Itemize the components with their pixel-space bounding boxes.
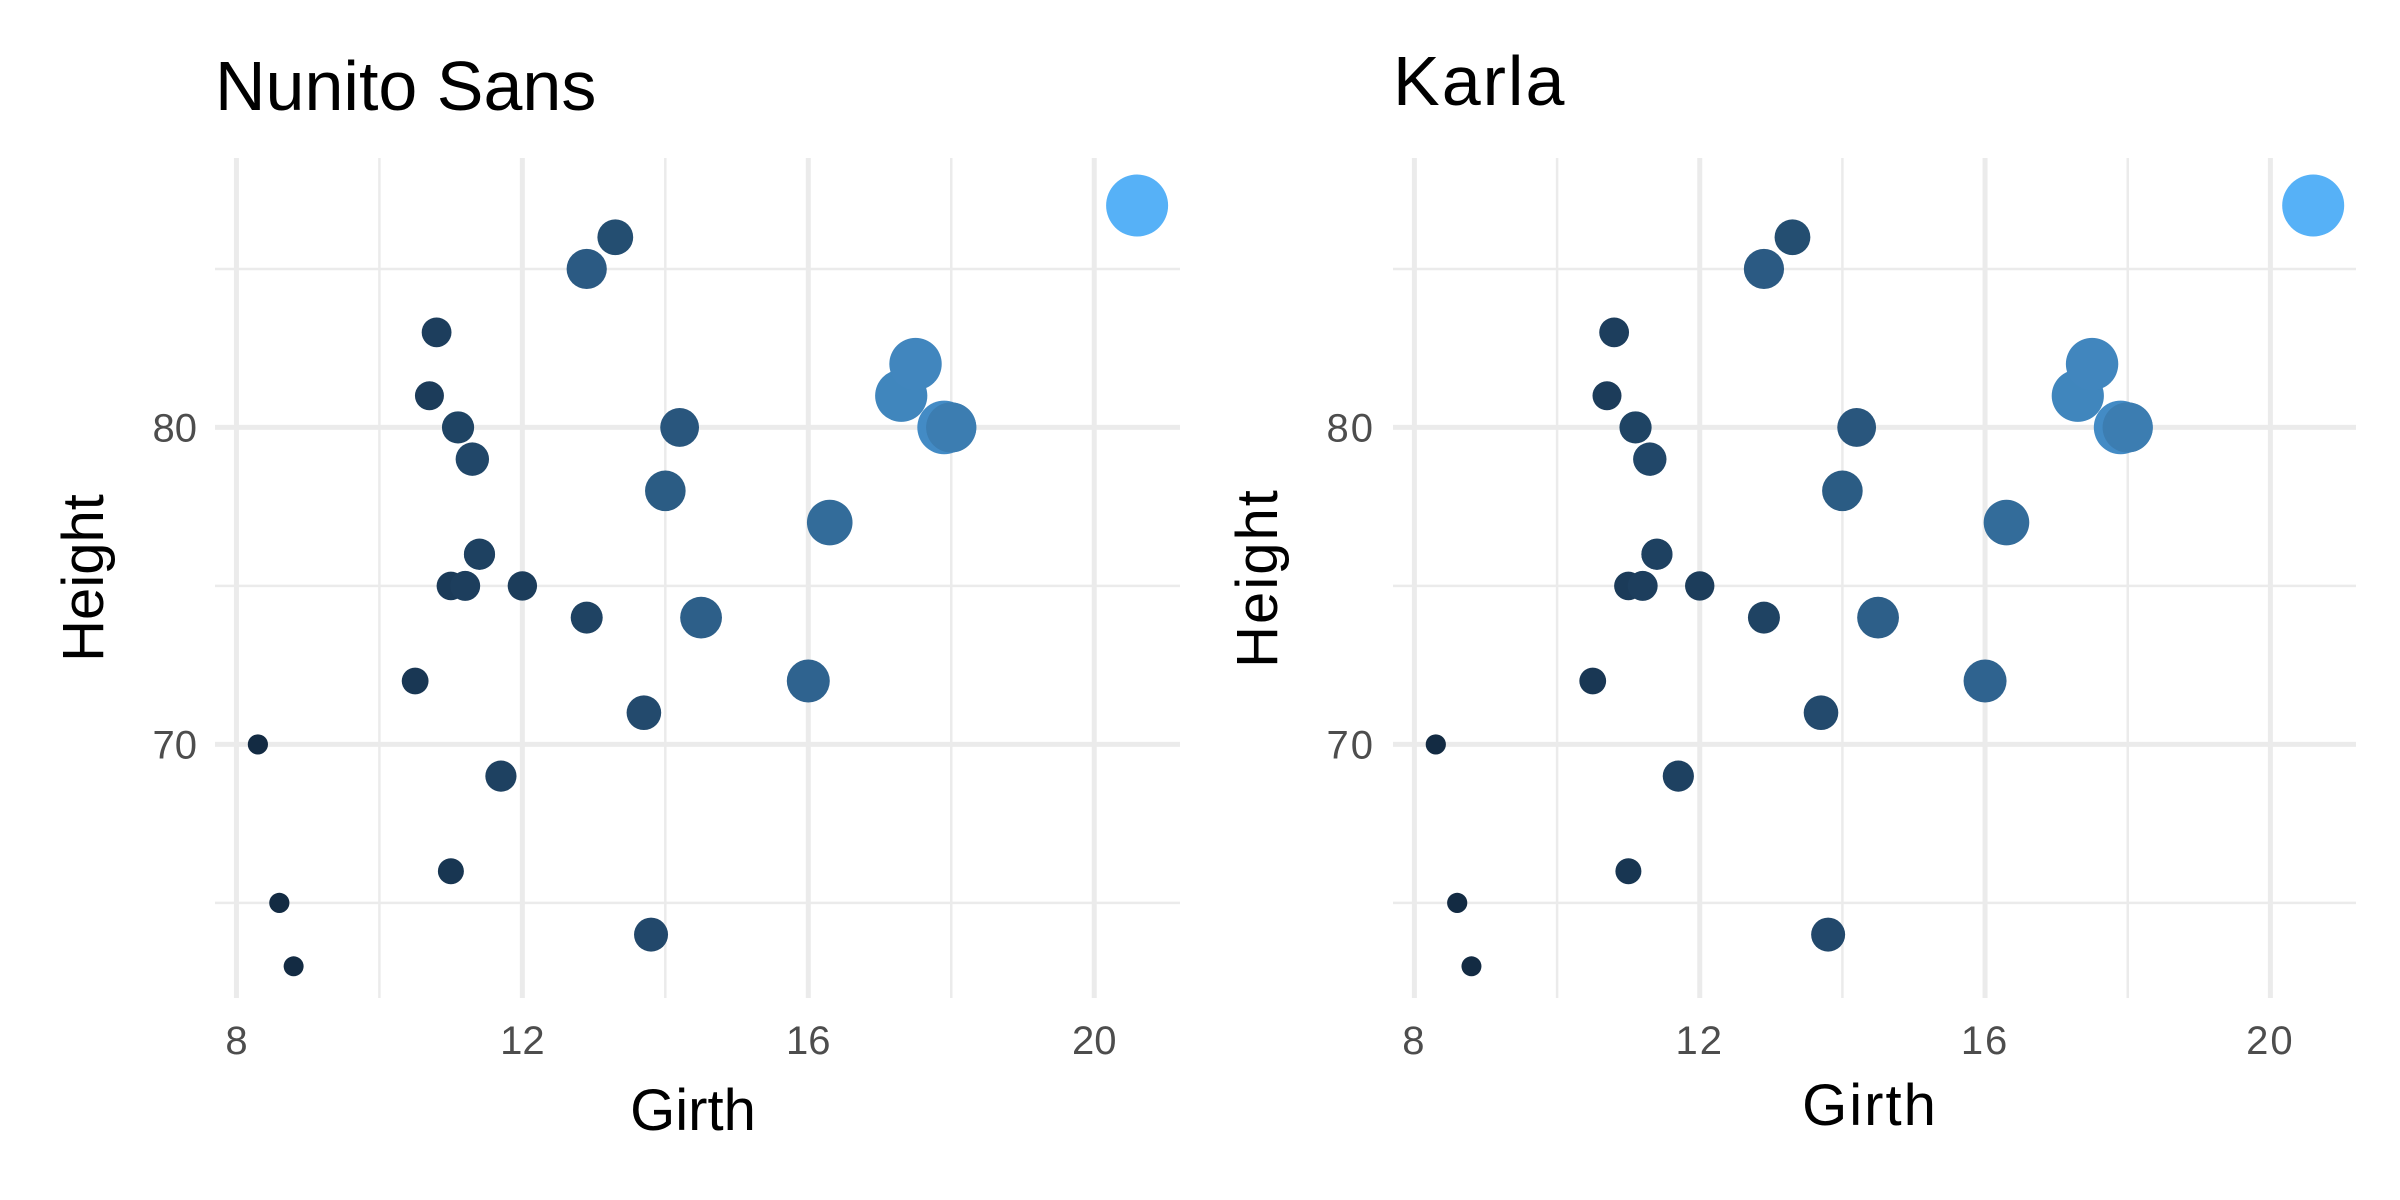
panel-title: Karla <box>1393 42 1566 120</box>
data-point <box>1579 667 1607 695</box>
tick-labels: 8 12 16 20 70 80 <box>153 406 1117 1063</box>
data-point <box>1685 571 1715 601</box>
data-point <box>507 571 538 601</box>
data-point <box>450 570 481 601</box>
data-point <box>806 499 853 546</box>
data-point <box>1447 892 1468 914</box>
data-point <box>437 858 464 885</box>
data-point <box>2065 337 2119 391</box>
panel-title: Nunito Sans <box>215 47 596 125</box>
y-tick-label: 80 <box>153 406 198 450</box>
data-point <box>485 760 517 792</box>
data-point <box>1811 917 1846 952</box>
data-point <box>1106 174 1169 237</box>
x-tick-label: 16 <box>1961 1019 2010 1063</box>
y-axis-title: Height <box>1225 488 1290 668</box>
data-point <box>1627 570 1658 601</box>
data-point <box>455 442 490 476</box>
data-point <box>680 596 722 639</box>
x-tick-label: 12 <box>1675 1019 1724 1063</box>
data-point <box>1857 596 1899 639</box>
data-point <box>634 917 669 952</box>
data-point <box>463 538 496 570</box>
data-point <box>626 695 662 731</box>
data-point <box>401 667 429 695</box>
x-tick-label: 8 <box>1402 1019 1426 1063</box>
data-point <box>1747 601 1780 634</box>
data-point <box>645 470 686 512</box>
y-tick-label: 70 <box>153 723 198 767</box>
x-tick-label: 20 <box>1072 1019 1117 1063</box>
data-point <box>283 956 304 977</box>
x-tick-label: 16 <box>786 1019 831 1063</box>
data-point <box>1803 695 1839 731</box>
data-point <box>247 734 268 755</box>
data-point <box>1983 499 2030 546</box>
data-point <box>441 411 475 444</box>
points-layer <box>1425 174 2345 977</box>
y-tick-label: 80 <box>1327 406 1376 450</box>
grid-layer <box>215 158 1180 998</box>
data-point <box>597 219 634 256</box>
data-point <box>414 381 444 411</box>
x-tick-label: 12 <box>500 1019 545 1063</box>
x-axis-title: Girth <box>1802 1073 1938 1138</box>
y-axis-title: Height <box>51 494 116 662</box>
x-tick-label: 8 <box>225 1019 247 1063</box>
data-point <box>786 659 830 703</box>
data-point <box>926 402 977 453</box>
data-point <box>1592 381 1622 411</box>
data-point <box>1461 956 1482 977</box>
data-point <box>1743 248 1785 290</box>
data-point <box>1619 411 1652 444</box>
y-tick-label: 70 <box>1327 723 1376 767</box>
panel-karla: Karla 8 12 16 20 70 80 Girth Height <box>1225 42 2356 1138</box>
panel-nunito-sans: Nunito Sans 8 12 16 20 70 80 Girth Height <box>51 47 1180 1143</box>
grid-layer <box>1393 158 2356 998</box>
data-point <box>1963 659 2007 703</box>
data-point <box>570 601 603 634</box>
data-point <box>1774 219 1811 256</box>
tick-labels: 8 12 16 20 70 80 <box>1327 406 2295 1063</box>
data-point <box>2282 174 2345 237</box>
data-point <box>1599 317 1630 348</box>
x-tick-label: 20 <box>2246 1019 2295 1063</box>
data-point <box>1822 470 1863 512</box>
data-point <box>660 408 700 447</box>
data-point <box>1615 858 1642 885</box>
data-point <box>1425 734 1446 755</box>
data-point <box>2102 402 2153 453</box>
data-point <box>269 892 290 914</box>
data-point <box>1837 408 1877 447</box>
data-point <box>566 248 607 290</box>
data-point <box>1633 442 1667 476</box>
data-point <box>421 317 452 348</box>
points-layer <box>247 174 1169 977</box>
data-point <box>889 337 942 391</box>
x-axis-title: Girth <box>630 1078 756 1143</box>
data-point <box>1662 760 1694 792</box>
data-point <box>1641 538 1673 570</box>
